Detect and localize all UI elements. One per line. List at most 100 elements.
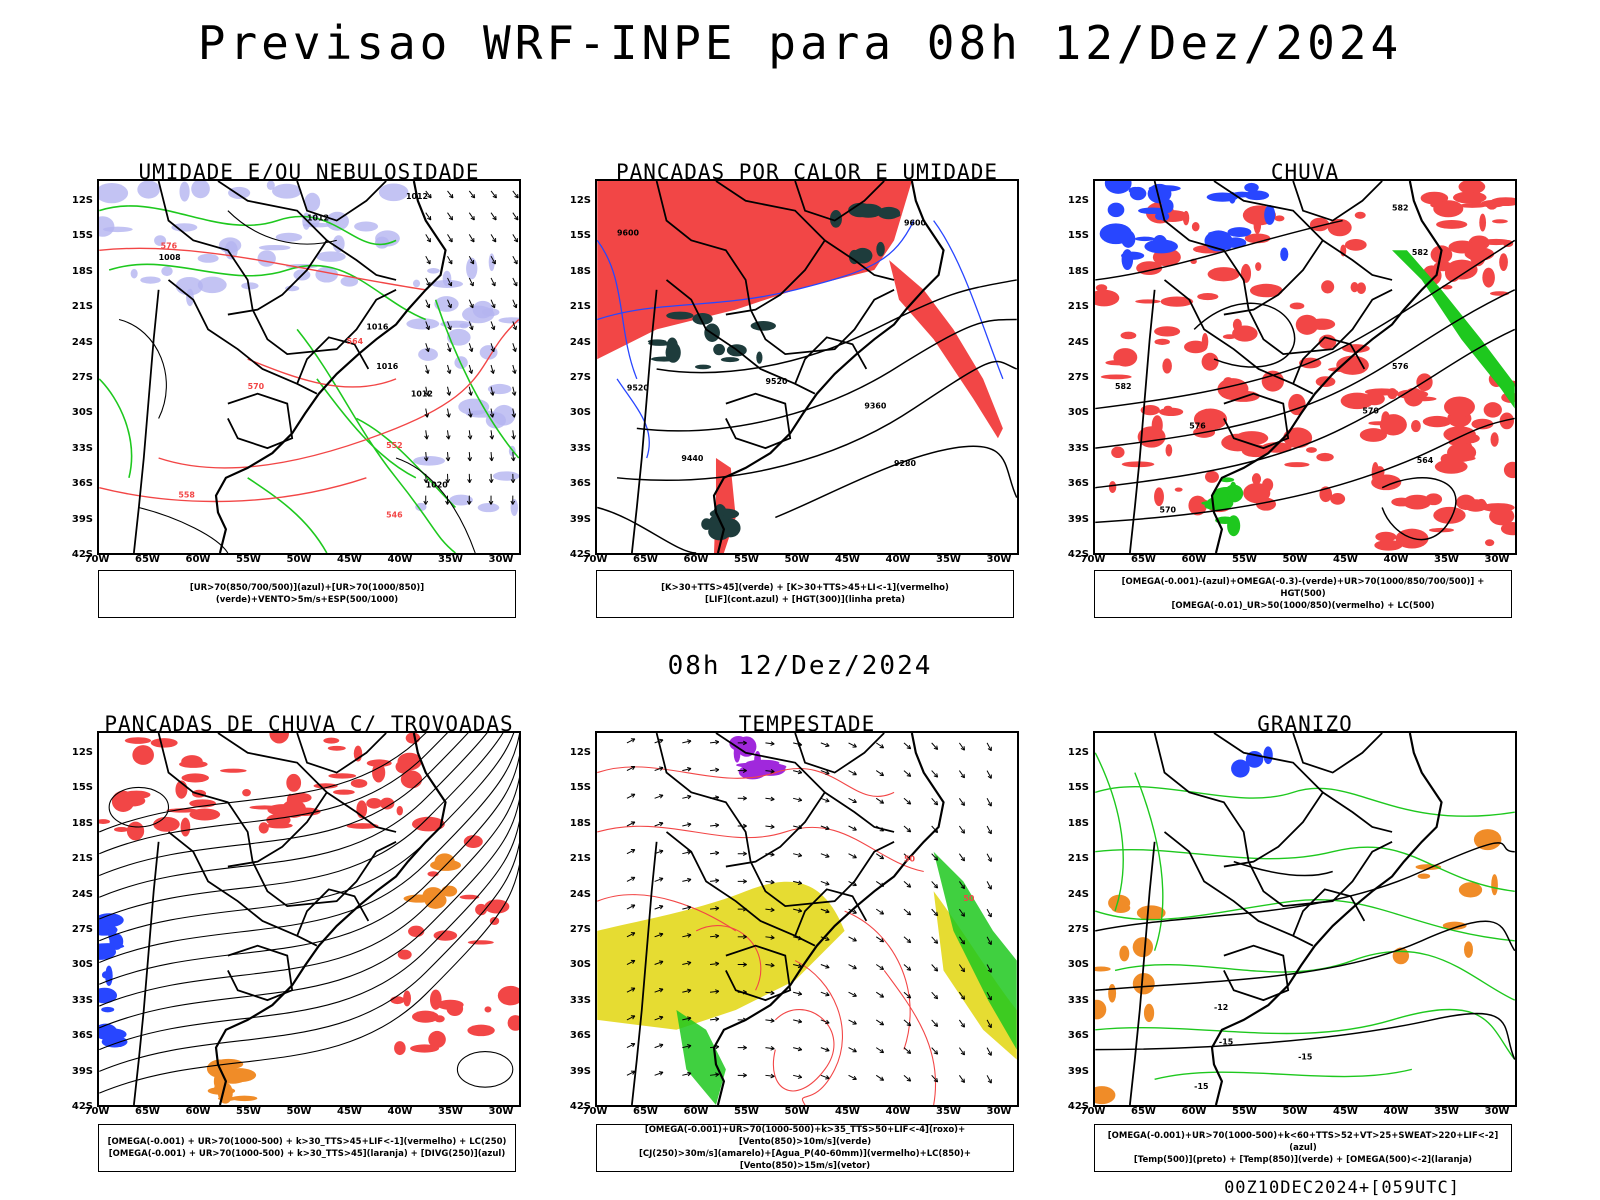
latitude-label: 21S bbox=[1067, 853, 1089, 865]
contour-label: 564 bbox=[347, 337, 364, 346]
latitude-label: 27S bbox=[1067, 372, 1089, 383]
longitude-label: 50W bbox=[1282, 554, 1308, 565]
longitude-label: 70W bbox=[84, 554, 110, 565]
longitude-label: 30W bbox=[1484, 554, 1510, 565]
forecast-map: 1012 1012 1008 1016 1016 1020 1012 576 570 564 558… bbox=[97, 179, 521, 555]
map-canvas: -15 -15 -15 -12 bbox=[1095, 733, 1515, 1105]
contour-label: -15 bbox=[1298, 1052, 1312, 1061]
longitude-label: 40W bbox=[387, 1106, 413, 1117]
forecast-map bbox=[97, 731, 521, 1107]
map-canvas: 50 50 bbox=[597, 733, 1017, 1105]
contour-label: 1012 bbox=[406, 192, 428, 201]
panel-legend: [OMEGA(-0.001)+UR>70(1000-500)+k<60+TTS>… bbox=[1094, 1124, 1512, 1172]
latitude-label: 15S bbox=[1067, 782, 1089, 794]
latitude-label: 36S bbox=[1067, 478, 1089, 490]
latitude-label: 18S bbox=[1067, 265, 1089, 277]
longitude-label: 30W bbox=[986, 554, 1012, 565]
longitude-label: 65W bbox=[135, 1106, 160, 1117]
latitude-label: 36S bbox=[71, 1030, 93, 1042]
latitude-label: 30S bbox=[569, 959, 591, 971]
latitude-label: 36S bbox=[71, 478, 93, 490]
longitude-label: 40W bbox=[1383, 1106, 1409, 1117]
contour-label: 9600 bbox=[617, 228, 640, 237]
legend-line: [OMEGA(-0.01)_UR>50(1000/850)(vermelho) … bbox=[1171, 601, 1435, 611]
contour-label: 570 bbox=[1160, 505, 1177, 514]
longitude-label: 50W bbox=[286, 554, 312, 565]
map-canvas bbox=[99, 733, 519, 1105]
contour-label: 9280 bbox=[894, 459, 917, 468]
latitude-label: 24S bbox=[569, 888, 591, 900]
contour-label: 570 bbox=[248, 382, 265, 391]
latitude-label: 12S bbox=[1067, 195, 1089, 206]
longitude-label: 50W bbox=[784, 1106, 810, 1117]
contour-label: 546 bbox=[386, 510, 403, 519]
longitude-label: 40W bbox=[885, 554, 911, 565]
legend-line: [OMEGA(-0.001)+UR>70(1000-500)+k<60+TTS>… bbox=[1107, 1131, 1499, 1153]
map-canvas: 582 582 576 570 564 570 576 582 bbox=[1095, 181, 1515, 553]
longitude-label: 55W bbox=[734, 1106, 759, 1117]
panel-legend: [OMEGA(-0.001) + UR>70(1000-500) + k>30_… bbox=[98, 1124, 516, 1172]
contour-label: 582 bbox=[1392, 204, 1409, 213]
contour-label: -15 bbox=[1194, 1082, 1208, 1091]
longitude-label: 35W bbox=[1434, 1106, 1459, 1117]
longitude-label: 60W bbox=[683, 554, 709, 565]
contour-label: -15 bbox=[1219, 1038, 1233, 1047]
longitude-label: 70W bbox=[84, 1106, 110, 1117]
longitude-label: 60W bbox=[683, 1106, 709, 1117]
latitude-label: 15S bbox=[569, 782, 591, 794]
longitude-label: 50W bbox=[784, 554, 810, 565]
map-canvas: 1012 1012 1008 1016 1016 1020 1012 576 570 564 558… bbox=[99, 181, 519, 553]
latitude-label: 33S bbox=[569, 994, 591, 1006]
longitude-label: 30W bbox=[986, 1106, 1012, 1117]
latitude-label: 21S bbox=[569, 301, 591, 313]
longitude-label: 55W bbox=[1232, 1106, 1257, 1117]
latitude-label: 30S bbox=[1067, 959, 1089, 971]
latitude-label: 18S bbox=[71, 265, 93, 277]
contour-label: 564 bbox=[1417, 456, 1434, 465]
legend-line: [OMEGA(-0.001)-(azul)+OMEGA(-0.3)-(verde… bbox=[1121, 577, 1485, 599]
longitude-label: 30W bbox=[1484, 1106, 1510, 1117]
longitude-label: 35W bbox=[1434, 554, 1459, 565]
latitude-label: 42S bbox=[569, 1101, 591, 1112]
longitude-label: 45W bbox=[835, 554, 860, 565]
longitude-label: 45W bbox=[835, 1106, 860, 1117]
panel-legend: [OMEGA(-0.001)+UR>70(1000-500)+k>35_TTS>… bbox=[596, 1124, 1014, 1172]
latitude-label: 24S bbox=[1067, 888, 1089, 900]
legend-line: [LIF](cont.azul) + [HGT(300)](linha pret… bbox=[704, 595, 906, 605]
contour-label: 9440 bbox=[681, 454, 704, 463]
latitude-label: 27S bbox=[71, 924, 93, 935]
longitude-label: 35W bbox=[438, 1106, 463, 1117]
legend-line: [CJ(250)>30m/s](amarelo)+[Agua_P(40-60mm… bbox=[638, 1149, 972, 1171]
latitude-label: 39S bbox=[569, 1065, 591, 1077]
latitude-label: 21S bbox=[71, 301, 93, 313]
contour-label: 50 bbox=[963, 894, 975, 903]
longitude-label: 60W bbox=[1181, 1106, 1207, 1117]
longitude-label: 70W bbox=[1080, 554, 1106, 565]
longitude-label: 45W bbox=[337, 554, 362, 565]
latitude-label: 42S bbox=[569, 549, 591, 560]
longitude-label: 30W bbox=[488, 554, 514, 565]
contour-label: 9520 bbox=[627, 384, 650, 393]
latitude-label: 24S bbox=[71, 336, 93, 348]
longitude-label: 65W bbox=[633, 554, 658, 565]
latitude-label: 39S bbox=[71, 513, 93, 525]
legend-line: [Temp(500)](preto) + [Temp(850)](verde) … bbox=[1133, 1155, 1473, 1165]
longitude-label: 50W bbox=[286, 1106, 312, 1117]
latitude-label: 30S bbox=[71, 959, 93, 971]
longitude-label: 40W bbox=[1383, 554, 1409, 565]
longitude-label: 70W bbox=[582, 554, 608, 565]
latitude-label: 36S bbox=[569, 478, 591, 490]
latitude-label: 33S bbox=[1067, 442, 1089, 454]
latitude-label: 39S bbox=[1067, 513, 1089, 525]
contour-label: 9520 bbox=[765, 377, 788, 386]
contour-label: 1012 bbox=[411, 390, 433, 399]
latitude-label: 42S bbox=[1067, 1101, 1089, 1112]
latitude-label: 39S bbox=[71, 1065, 93, 1077]
contour-label: 552 bbox=[386, 441, 403, 450]
legend-line: [UR>70(850/700/500)](azul)+[UR>70(1000/8… bbox=[189, 583, 425, 605]
latitude-label: 18S bbox=[1067, 817, 1089, 829]
contour-label: 576 bbox=[1392, 362, 1409, 371]
forecast-map: 50 50 bbox=[595, 731, 1019, 1107]
longitude-label: 35W bbox=[936, 554, 961, 565]
legend-line: [OMEGA(-0.001)+UR>70(1000-500)+k>35_TTS>… bbox=[644, 1125, 966, 1147]
